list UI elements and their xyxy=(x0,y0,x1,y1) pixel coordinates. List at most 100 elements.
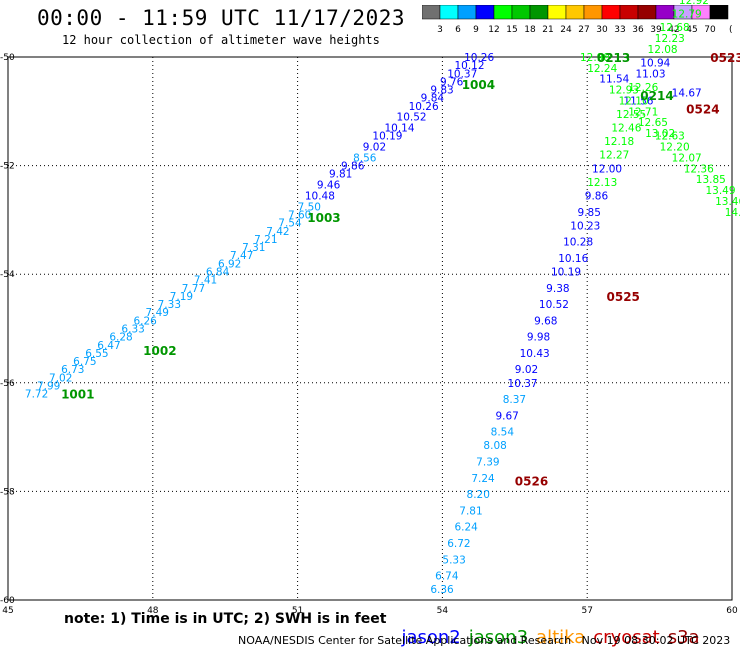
wave-height-value: 7.77 xyxy=(182,283,205,295)
wave-height-value: 10.19 xyxy=(372,131,402,143)
wave-height-value: 11.56 xyxy=(623,95,653,107)
track-time-label: 1004 xyxy=(462,78,495,92)
wave-height-value: 9.84 xyxy=(421,93,445,105)
wave-height-value: 7.31 xyxy=(242,242,265,254)
map-title: 00:00 - 11:59 UTC 11/17/2023 xyxy=(37,6,406,30)
wave-height-value: 7.50 xyxy=(298,201,321,213)
wave-height-value: 6.84 xyxy=(206,266,230,278)
wave-height-value: 7.81 xyxy=(459,505,482,517)
color-tick-label: 18 xyxy=(524,25,536,35)
wave-height-value: 6.92 xyxy=(218,258,241,270)
wave-height-value: 7.24 xyxy=(471,473,495,485)
latitude-label: -54 xyxy=(0,270,15,280)
track-time-label: 0523 xyxy=(710,51,740,65)
wave-height-value: 7.21 xyxy=(254,234,277,246)
wave-height-value: 10.52 xyxy=(397,112,427,124)
wave-height-value: 9.67 xyxy=(495,410,518,422)
wave-height-value: 5.33 xyxy=(442,554,465,566)
track-labels: 1001 1002 1003 1004 0213 0214 0523 0524 0525 0526 xyxy=(61,51,740,489)
color-tick-label: 24 xyxy=(560,25,572,35)
footer-credit: NOAA/NESDIS Center for Satellite Applica… xyxy=(238,634,731,647)
wave-height-value: 6.24 xyxy=(454,522,478,534)
color-tick-label: 3 xyxy=(437,25,443,35)
wave-height-points: 7.727.997.026.736.756.556.476.286.336.26… xyxy=(25,0,740,596)
wave-height-value: 12.55 xyxy=(616,109,646,121)
wave-height-value: 9.38 xyxy=(546,283,569,295)
latitude-label: -60 xyxy=(0,596,15,606)
track-time-label: 0526 xyxy=(515,475,548,489)
note-text: note: 1) Time is in UTC; 2) SWH is in fe… xyxy=(64,611,387,627)
wave-height-value: 7.41 xyxy=(194,275,217,287)
longitude-label: 48 xyxy=(147,606,159,616)
wave-height-value: 12.00 xyxy=(592,163,622,175)
wave-height-value: 12.65 xyxy=(638,117,668,129)
wave-height-value: 9.46 xyxy=(317,180,341,192)
wave-height-value: 10.37 xyxy=(508,378,538,390)
wave-height-value: 10.28 xyxy=(563,237,593,249)
color-tick-label: 39 xyxy=(650,25,662,35)
legend-s3a: s3a xyxy=(667,627,700,648)
wave-height-value: 10.16 xyxy=(558,253,588,265)
wave-height-value: 7.99 xyxy=(37,381,60,393)
wave-height-value: 10.12 xyxy=(454,60,484,72)
wave-height-value: 7.60 xyxy=(288,209,311,221)
wave-height-value: 6.73 xyxy=(61,364,84,376)
track-time-label: 0524 xyxy=(686,103,719,117)
legend-cryosat: cryosat xyxy=(593,627,660,648)
legend-altika: altika xyxy=(536,627,586,648)
longitude-label: 57 xyxy=(581,606,592,616)
color-tick-label: 9 xyxy=(473,25,479,35)
wave-height-value: 6.28 xyxy=(109,332,132,344)
wave-height-value: 9.81 xyxy=(329,169,352,181)
wave-height-value: 9.02 xyxy=(363,142,386,154)
wave-height-value: 10.52 xyxy=(539,299,569,311)
wave-height-value: 12.08 xyxy=(648,44,678,56)
wave-height-value: 12.71 xyxy=(628,106,658,118)
track-time-label: 1001 xyxy=(61,388,94,402)
wave-height-value: 12.26 xyxy=(628,82,658,94)
wave-height-value: 12.46 xyxy=(611,123,641,135)
wave-height-value: 12.18 xyxy=(604,136,634,148)
color-tick-label: 12 xyxy=(488,25,499,35)
legend-jason3: jason3 xyxy=(468,627,529,648)
longitude-label: 45 xyxy=(2,606,13,616)
color-tick-label: 6 xyxy=(455,25,461,35)
wave-height-value: 6.47 xyxy=(97,340,120,352)
wave-height-value: 12.68 xyxy=(660,22,690,34)
color-tick-label: 36 xyxy=(632,25,644,35)
map-subtitle: 12 hour collection of altimeter wave hei… xyxy=(62,33,380,47)
wave-height-value: 12.24 xyxy=(587,63,617,75)
wave-height-value: 9.76 xyxy=(440,76,464,88)
wave-height-value: 6.74 xyxy=(435,571,459,583)
wave-height-value: 12.92 xyxy=(679,0,709,7)
latitude-label: -58 xyxy=(0,487,15,497)
longitude-label: 51 xyxy=(292,606,303,616)
wave-height-value: 6.72 xyxy=(447,538,470,550)
wave-height-value: 10.23 xyxy=(570,220,600,232)
wave-height-value: 12.07 xyxy=(672,152,702,164)
wave-height-value: 12.13 xyxy=(587,177,617,189)
wave-height-value: 8.20 xyxy=(467,489,490,501)
color-swatch xyxy=(709,5,729,20)
wave-height-value: 13.02 xyxy=(645,128,675,140)
wave-height-value: 14.67 xyxy=(672,87,702,99)
wave-height-value: 10.48 xyxy=(305,190,335,202)
wave-height-value: 9.02 xyxy=(515,364,538,376)
wave-height-value: 9.83 xyxy=(430,85,453,97)
wave-height-value: 7.54 xyxy=(278,218,302,230)
color-tick-label: 33 xyxy=(614,25,625,35)
wave-height-value: 7.49 xyxy=(146,307,169,319)
wave-height-value: 7.39 xyxy=(476,457,499,469)
track-time-label: 1002 xyxy=(143,344,176,358)
wave-height-value: 13.85 xyxy=(696,174,726,186)
wave-height-value: 6.26 xyxy=(133,315,157,327)
wave-height-value: 13.49 xyxy=(705,185,735,197)
latitude-label: -56 xyxy=(0,379,15,389)
wave-height-value: 10.26 xyxy=(409,101,439,113)
track-time-label: 0213 xyxy=(597,51,630,65)
wave-height-value: 7.47 xyxy=(230,250,253,262)
latitude-label: -50 xyxy=(0,53,15,63)
axis-labels: 45 48 51 54 57 60 -50 -52 -54 -56 -58 -60 xyxy=(0,53,738,616)
color-tick-label: 45 xyxy=(686,25,697,35)
